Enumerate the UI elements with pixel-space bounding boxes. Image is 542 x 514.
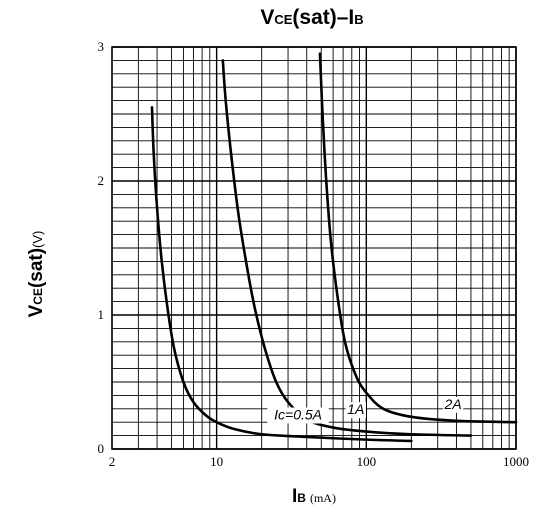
y-tick-label: 2 xyxy=(98,173,105,188)
curve-label-bg xyxy=(442,396,464,413)
series-line xyxy=(221,59,473,437)
y-axis-label-sub: CE xyxy=(31,288,45,305)
chart-title-main: V xyxy=(260,6,274,29)
plot-frame xyxy=(111,46,517,450)
curve-label-bg xyxy=(345,402,366,419)
chart-title-tail: (sat)–I xyxy=(292,6,354,29)
y-axis-label-tail: (sat) xyxy=(26,248,47,288)
grid xyxy=(111,46,517,450)
x-tick-label: 1000 xyxy=(503,454,529,469)
x-tick-label: 2 xyxy=(109,454,116,469)
chart-title-sub: CE xyxy=(274,12,292,27)
curves xyxy=(150,52,518,443)
chart-title-sub2: B xyxy=(354,12,363,27)
x-tick-label: 100 xyxy=(357,454,377,469)
y-tick-label: 3 xyxy=(98,39,105,54)
curve-label: 1A xyxy=(347,401,364,417)
y-axis-label: VCE(sat)(V) xyxy=(26,231,47,318)
y-tick-label: 0 xyxy=(98,441,105,456)
chart-title: VCE(sat)–IB xyxy=(260,6,363,29)
y-axis-label-main: V xyxy=(26,304,47,317)
curve-label: Ic=0.5A xyxy=(274,407,322,423)
tick-labels: 2 10 100 1000 0 1 2 3 xyxy=(98,39,530,469)
x-axis-label: IB (mA) xyxy=(292,486,336,507)
x-axis-label-main: I xyxy=(292,486,297,507)
curve-label: 2A xyxy=(444,396,462,412)
x-axis-label-unit: (mA) xyxy=(310,491,336,505)
curve-labels: Ic=0.5A 1A 2A xyxy=(267,396,464,424)
series-line xyxy=(318,52,518,424)
series-line xyxy=(150,106,413,443)
x-tick-label: 10 xyxy=(210,454,223,469)
y-axis-label-unit: (V) xyxy=(30,231,45,248)
y-tick-label: 1 xyxy=(98,307,105,322)
x-axis-label-sub: B xyxy=(297,491,306,505)
curve-label-bg xyxy=(267,407,329,424)
